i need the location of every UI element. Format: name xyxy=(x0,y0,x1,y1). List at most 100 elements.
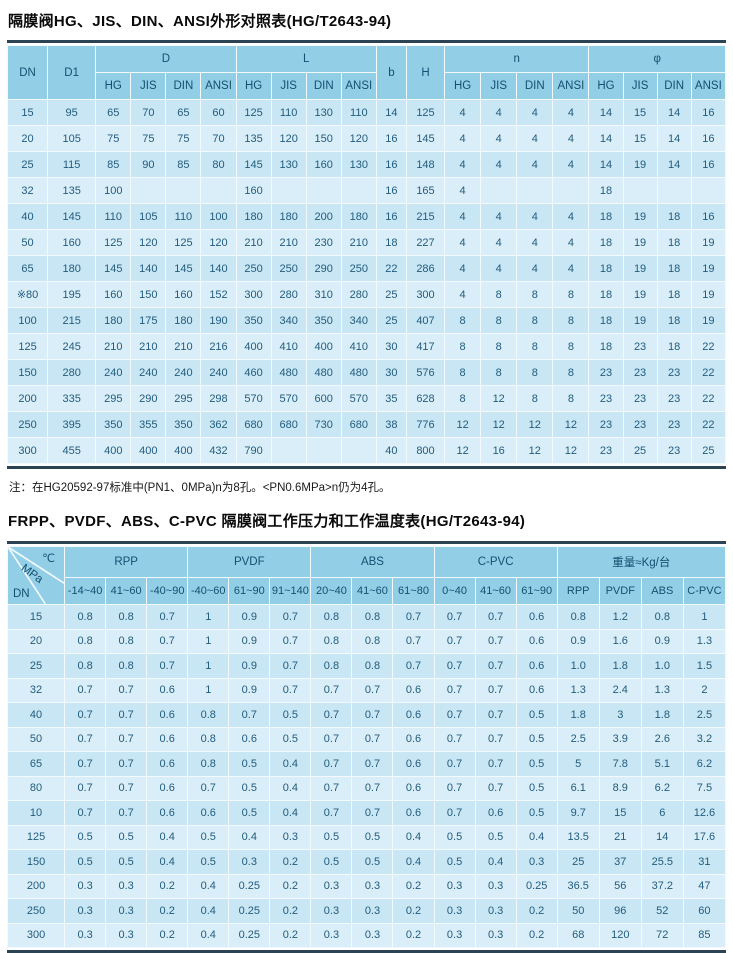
value-cell: 0.5 xyxy=(105,849,148,875)
value-cell: 0.3 xyxy=(474,922,517,948)
value-cell: 280 xyxy=(47,359,97,386)
value-cell: 2.4 xyxy=(598,677,642,703)
value-cell: 0.2 xyxy=(515,922,558,948)
value-cell: 2.5 xyxy=(556,726,600,752)
col-header-abs-range2: 41~60 xyxy=(351,577,394,605)
value-cell: 120 xyxy=(340,125,377,152)
value-cell: 70 xyxy=(130,99,167,126)
value-cell: 280 xyxy=(270,281,307,308)
row-dn-cell: 200 xyxy=(6,873,66,899)
value-cell: 0.4 xyxy=(392,849,435,875)
value-cell: 0.7 xyxy=(310,677,353,703)
value-cell: 0.7 xyxy=(228,702,271,728)
value-cell: 0.2 xyxy=(269,849,312,875)
value-cell: 190 xyxy=(200,307,237,334)
value-cell: 200 xyxy=(305,203,342,230)
col-header-d-hg: HG xyxy=(95,72,132,100)
value-cell: 0.3 xyxy=(64,922,107,948)
value-cell: 125 xyxy=(95,229,132,256)
value-cell: 0.5 xyxy=(64,849,107,875)
value-cell: 0.3 xyxy=(433,922,476,948)
row-dn-cell: 40 xyxy=(6,702,66,728)
col-header-rpp-range3: -40~90 xyxy=(146,577,189,605)
value-cell: 0.7 xyxy=(269,604,312,630)
value-cell: 0.6 xyxy=(187,800,230,826)
col-group-pvdf: PVDF xyxy=(187,546,312,578)
value-cell: 0.7 xyxy=(64,677,107,703)
table-row: 200 0.3 0.3 0.2 0.4 0.25 0.2 0.3 0.3 0.2 0.3 0.3 0.2… xyxy=(6,873,727,899)
value-cell: 0.7 xyxy=(310,775,353,801)
value-cell: 19 xyxy=(622,229,658,256)
value-cell: 0.6 xyxy=(392,677,435,703)
col-header-d-ansi: ANSI xyxy=(200,72,237,100)
value-cell: 455 xyxy=(47,437,97,464)
value-cell: 0.9 xyxy=(228,677,271,703)
value-cell: 0.7 xyxy=(474,751,517,777)
value-cell: 0.7 xyxy=(351,702,394,728)
row-dn-cell: 250 xyxy=(6,411,49,438)
value-cell: 18 xyxy=(375,229,407,256)
value-cell: 0.6 xyxy=(392,726,435,752)
col-header-l-jis: JIS xyxy=(270,72,307,100)
value-cell: 16 xyxy=(375,125,407,152)
value-cell: 180 xyxy=(340,203,377,230)
value-cell: 0.6 xyxy=(515,653,558,679)
value-cell: 0.7 xyxy=(310,726,353,752)
value-cell: 0.7 xyxy=(64,702,107,728)
value-cell: 17.6 xyxy=(682,824,727,850)
value-cell: 0.5 xyxy=(515,800,558,826)
table-row: 25 0.8 0.8 0.7 1 0.9 0.7 0.8 0.8 0.7 0.7 0.7 0.6 1.0 1… xyxy=(6,653,727,679)
value-cell: 0.5 xyxy=(105,824,148,850)
col-header-pvdf-range1: -40~60 xyxy=(187,577,230,605)
value-cell: 227 xyxy=(405,229,446,256)
value-cell: 0.8 xyxy=(310,653,353,679)
value-cell: 120 xyxy=(130,229,167,256)
col-group-phi: φ xyxy=(588,45,726,73)
row-dn-cell: 25 xyxy=(6,653,66,679)
value-cell: 295 xyxy=(95,385,132,412)
value-cell: 0.5 xyxy=(310,849,353,875)
value-cell: 1 xyxy=(187,653,230,679)
value-cell: 135 xyxy=(235,125,272,152)
value-cell: 8 xyxy=(444,333,482,360)
value-cell: 570 xyxy=(235,385,272,412)
value-cell: 0.5 xyxy=(351,824,394,850)
value-cell: 230 xyxy=(305,229,342,256)
value-cell: 0.2 xyxy=(269,873,312,899)
value-cell: 18 xyxy=(588,177,624,204)
value-cell: 210 xyxy=(340,229,377,256)
value-cell: 0.2 xyxy=(392,922,435,948)
value-cell: 165 xyxy=(405,177,446,204)
value-cell: 8 xyxy=(516,359,554,386)
value-cell: 0.6 xyxy=(146,751,189,777)
row-dn-cell: 40 xyxy=(6,203,49,230)
value-cell: 0.7 xyxy=(187,775,230,801)
col-header-phi-hg: HG xyxy=(588,72,624,100)
value-cell: 240 xyxy=(95,359,132,386)
value-cell: 0.5 xyxy=(228,775,271,801)
value-cell: 16 xyxy=(375,177,407,204)
value-cell: 4 xyxy=(552,229,590,256)
value-cell: 1.8 xyxy=(598,653,642,679)
table-row: 250 395 350 355 350 362 680 680 730 680 38 776 12 12 1… xyxy=(6,411,727,438)
value-cell: 0.7 xyxy=(433,677,476,703)
value-cell: 4 xyxy=(552,203,590,230)
value-cell: 0.3 xyxy=(515,849,558,875)
value-cell: 216 xyxy=(200,333,237,360)
value-cell: 13.5 xyxy=(556,824,600,850)
value-cell: 0.6 xyxy=(146,702,189,728)
value-cell: 0.8 xyxy=(64,628,107,654)
row-dn-cell: 150 xyxy=(6,849,66,875)
value-cell: 0.6 xyxy=(392,775,435,801)
value-cell: 23 xyxy=(656,385,692,412)
value-cell: 210 xyxy=(270,229,307,256)
value-cell: 4 xyxy=(552,151,590,178)
value-cell: 12.6 xyxy=(682,800,727,826)
value-cell: 23 xyxy=(656,411,692,438)
col-group-l: L xyxy=(235,45,377,73)
col-header-rpp-range1: -14~40 xyxy=(64,577,107,605)
col-header-cpvc-range3: 61~90 xyxy=(515,577,558,605)
value-cell xyxy=(690,177,727,204)
value-cell: 175 xyxy=(130,307,167,334)
